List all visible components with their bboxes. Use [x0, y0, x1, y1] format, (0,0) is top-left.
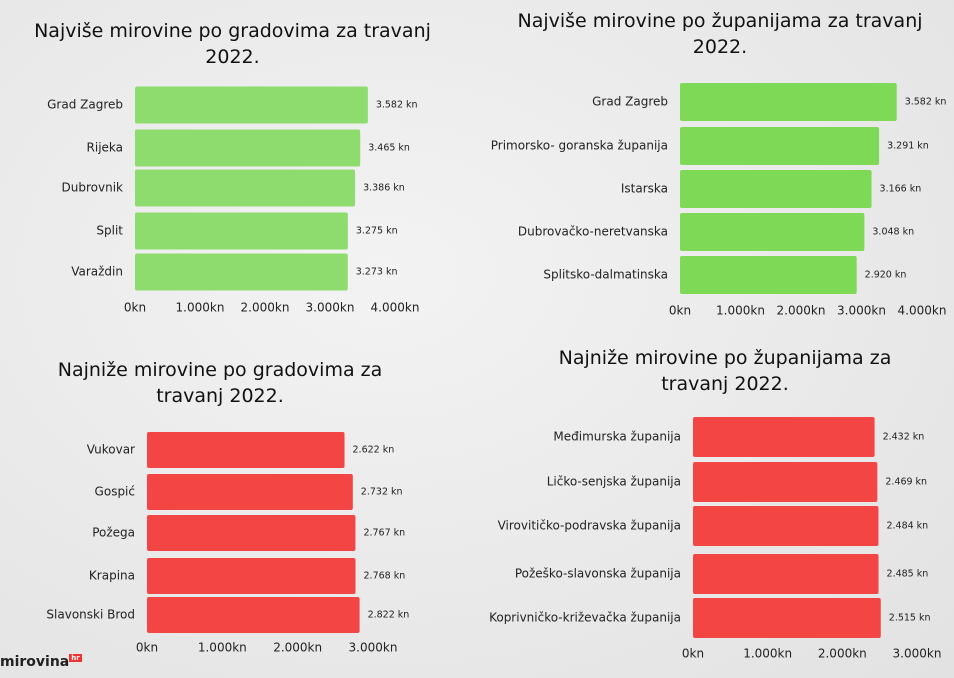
category-label: Primorsko- goranska županija: [491, 139, 668, 153]
bar: [693, 506, 879, 546]
category-label: Dubrovnik: [62, 181, 124, 195]
category-label: Požeško-slavonska županija: [515, 567, 681, 581]
bar: [693, 462, 878, 502]
bar: [680, 83, 897, 121]
x-tick-label: 0kn: [669, 304, 691, 318]
bar: [693, 554, 879, 594]
category-label: Krapina: [89, 569, 135, 583]
category-label: Rijeka: [87, 141, 123, 155]
bar: [135, 129, 361, 167]
x-tick-label: 4.000kn: [371, 301, 420, 315]
value-label: 2.622 kn: [353, 445, 395, 456]
bar: [680, 256, 857, 294]
value-label: 3.465 kn: [368, 143, 410, 154]
x-tick-label: 2.000kn: [777, 304, 826, 318]
chart-title: Najniže mirovine po županijama za travan…: [558, 347, 892, 395]
category-label: Grad Zagreb: [592, 95, 668, 109]
x-tick-label: 1.000kn: [198, 641, 247, 655]
bar: [680, 213, 865, 251]
value-label: 3.582 kn: [376, 100, 418, 111]
logo-text: mirovina: [0, 654, 70, 670]
bar: [147, 597, 360, 633]
bar: [147, 558, 356, 594]
category-label: Vukovar: [87, 443, 135, 457]
bar: [680, 170, 872, 208]
category-label: Dubrovačko-neretvanska: [518, 225, 668, 239]
x-tick-label: 0kn: [682, 647, 704, 661]
chart-title: Najviše mirovine po gradovima za travanj…: [34, 20, 431, 68]
bar: [693, 417, 875, 457]
value-label: 3.291 kn: [887, 141, 929, 152]
category-label: Istarska: [621, 182, 668, 196]
chart-title: Najniže mirovine po gradovima za travanj…: [57, 359, 383, 407]
category-label: Split: [96, 224, 123, 238]
value-label: 3.275 kn: [356, 226, 398, 237]
x-tick-label: 2.000kn: [241, 301, 290, 315]
bar: [135, 253, 348, 291]
x-tick-label: 2.000kn: [818, 647, 867, 661]
category-label: Ličko-senjska županija: [547, 475, 681, 489]
chart-title: Najviše mirovine po županijama za travan…: [517, 10, 923, 58]
bar: [135, 169, 356, 207]
value-label: 2.469 kn: [885, 477, 927, 488]
category-label: Slavonski Brod: [46, 608, 135, 622]
category-label: Splitsko-dalmatinska: [543, 268, 668, 282]
category-label: Požega: [92, 526, 135, 540]
value-label: 2.920 kn: [865, 270, 907, 281]
value-label: 3.386 kn: [363, 183, 405, 194]
category-label: Virovitičko-podravska županija: [498, 519, 681, 533]
value-label: 2.732 kn: [361, 487, 403, 498]
bar: [135, 86, 368, 124]
bar: [147, 515, 356, 551]
value-label: 2.485 kn: [887, 569, 929, 580]
logo: mirovina hr: [0, 654, 82, 670]
value-label: 2.432 kn: [883, 432, 925, 443]
x-tick-label: 3.000kn: [306, 301, 355, 315]
x-tick-label: 3.000kn: [349, 641, 398, 655]
x-tick-label: 0kn: [124, 301, 146, 315]
value-label: 2.484 kn: [886, 521, 928, 532]
value-label: 2.768 kn: [364, 571, 406, 582]
x-tick-label: 4.000kn: [898, 304, 947, 318]
category-label: Gospić: [95, 485, 135, 499]
x-tick-label: 1.000kn: [176, 301, 225, 315]
category-label: Grad Zagreb: [47, 98, 123, 112]
x-tick-label: 3.000kn: [893, 647, 942, 661]
value-label: 3.273 kn: [356, 267, 398, 278]
bar: [680, 127, 880, 165]
value-label: 3.582 kn: [905, 97, 947, 108]
value-label: 2.767 kn: [363, 528, 405, 539]
value-label: 3.048 kn: [872, 227, 914, 238]
x-tick-label: 0kn: [136, 641, 158, 655]
logo-badge: hr: [69, 654, 82, 662]
bar: [135, 212, 348, 250]
value-label: 3.166 kn: [880, 184, 922, 195]
x-tick-label: 1.000kn: [743, 647, 792, 661]
bar: [147, 432, 345, 468]
value-label: 2.515 kn: [889, 613, 931, 624]
category-label: Međimurska županija: [553, 430, 681, 444]
bar: [693, 598, 881, 638]
x-tick-label: 2.000kn: [273, 641, 322, 655]
x-tick-label: 1.000kn: [716, 304, 765, 318]
value-label: 2.822 kn: [368, 610, 410, 621]
category-label: Varaždin: [71, 265, 123, 279]
bar: [147, 474, 353, 510]
category-label: Koprivničko-križevačka županija: [489, 611, 681, 625]
x-tick-label: 3.000kn: [837, 304, 886, 318]
